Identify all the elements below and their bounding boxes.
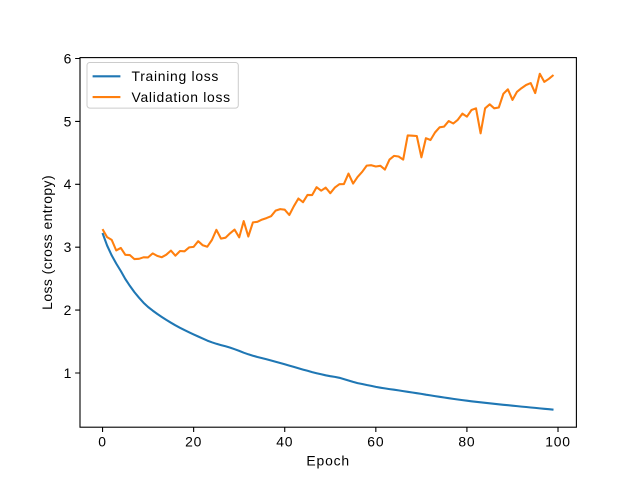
svg-text:20: 20: [185, 434, 202, 450]
svg-text:100: 100: [545, 434, 571, 450]
svg-text:80: 80: [458, 434, 475, 450]
svg-text:4: 4: [64, 176, 72, 192]
svg-text:Loss (cross entropy): Loss (cross entropy): [39, 175, 55, 310]
svg-text:3: 3: [64, 239, 72, 255]
svg-text:1: 1: [64, 365, 72, 381]
svg-text:60: 60: [367, 434, 384, 450]
svg-text:Epoch: Epoch: [306, 453, 350, 469]
svg-text:2: 2: [64, 302, 72, 318]
svg-text:Validation loss: Validation loss: [132, 89, 231, 105]
svg-text:5: 5: [64, 113, 72, 129]
svg-text:6: 6: [64, 50, 72, 66]
svg-text:40: 40: [276, 434, 293, 450]
svg-text:0: 0: [98, 434, 107, 450]
svg-text:Training loss: Training loss: [132, 68, 220, 84]
